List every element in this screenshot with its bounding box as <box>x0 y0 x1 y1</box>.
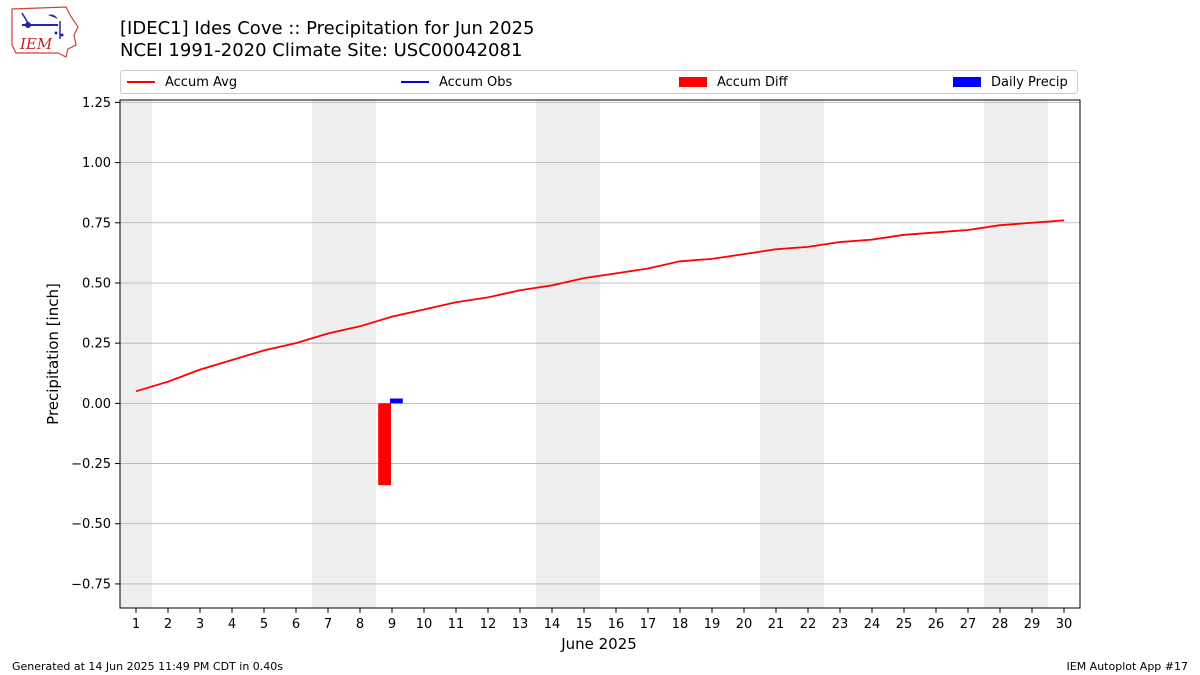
y-tick-label: 1.00 <box>82 156 111 171</box>
legend-item-accum-diff: Accum Diff <box>679 71 788 93</box>
weekend-band <box>344 100 376 608</box>
y-tick-label: 0.75 <box>82 216 111 231</box>
weekend-shading <box>120 100 1048 608</box>
accum-avg-line <box>135 219 1065 393</box>
app-label: IEM Autoplot App #17 <box>1066 660 1189 673</box>
legend-label: Accum Avg <box>165 74 238 90</box>
x-tick-label: 16 <box>608 617 625 632</box>
weekend-band <box>1016 100 1048 608</box>
x-tick-label: 27 <box>960 617 977 632</box>
legend-item-daily-precip: Daily Precip <box>953 71 1068 93</box>
iem-logo: IEM <box>11 6 79 58</box>
legend-item-accum-obs: Accum Obs <box>401 71 512 93</box>
y-tick-label: 0.25 <box>82 337 111 352</box>
axes <box>119 99 1081 609</box>
y-tick-label: 0.50 <box>82 276 111 291</box>
x-tick-label: 21 <box>768 617 785 632</box>
x-tick-label: 30 <box>1056 617 1073 632</box>
accum-diff-bar <box>378 403 391 486</box>
x-tick-label: 2 <box>164 617 172 632</box>
y-axis-label: Precipitation [inch] <box>44 283 62 425</box>
series-lines <box>135 219 1065 393</box>
chart-title: [IDEC1] Ides Cove :: Precipitation for J… <box>120 18 535 39</box>
y-tick-label: −0.25 <box>71 457 111 472</box>
x-axis-label: June 2025 <box>560 635 637 653</box>
x-tick-label: 18 <box>672 617 689 632</box>
x-tick-label: 17 <box>640 617 657 632</box>
x-tick-label: 29 <box>1024 617 1041 632</box>
x-tick-label: 10 <box>416 617 433 632</box>
legend-label: Daily Precip <box>991 74 1068 90</box>
y-ticks: −0.75 −0.50 −0.25 0.00 0.25 0.50 0.75 1.00 1.25 <box>71 96 120 592</box>
x-tick-label: 26 <box>928 617 945 632</box>
weekend-band <box>536 100 568 608</box>
x-tick-label: 9 <box>388 617 396 632</box>
daily-precip-bar <box>390 398 403 404</box>
y-tick-label: −0.75 <box>71 577 111 592</box>
x-tick-label: 3 <box>196 617 204 632</box>
plot-frame <box>119 99 1081 609</box>
y-tick-label: 0.00 <box>82 397 111 412</box>
x-tick-label: 14 <box>544 617 561 632</box>
x-tick-label: 22 <box>800 617 817 632</box>
x-tick-label: 19 <box>704 617 721 632</box>
grid-lines <box>120 102 1080 585</box>
x-tick-label: 24 <box>864 617 881 632</box>
iowa-state-outline <box>11 6 79 58</box>
x-tick-label: 4 <box>228 617 236 632</box>
legend-swatch-accum-diff <box>679 77 707 87</box>
svg-text:IEM: IEM <box>19 35 53 53</box>
x-tick-label: 5 <box>260 617 268 632</box>
x-tick-label: 8 <box>356 617 364 632</box>
generated-timestamp: Generated at 14 Jun 2025 11:49 PM CDT in… <box>12 660 284 673</box>
x-tick-label: 23 <box>832 617 849 632</box>
x-tick-label: 20 <box>736 617 753 632</box>
x-tick-label: 1 <box>132 617 140 632</box>
x-tick-label: 11 <box>448 617 465 632</box>
weekend-band <box>984 100 1016 608</box>
x-ticks: 1 2 3 4 5 6 7 8 9 10 11 12 13 14 15 16 17 18 19 20 21 22 23 24 2… <box>132 608 1072 632</box>
legend-swatch-accum-obs <box>401 81 429 83</box>
y-tick-label: 1.25 <box>82 96 111 111</box>
x-tick-label: 25 <box>896 617 913 632</box>
bars <box>378 398 403 486</box>
chart-subtitle: NCEI 1991-2020 Climate Site: USC00042081 <box>120 40 523 61</box>
weekend-band <box>312 100 344 608</box>
x-tick-label: 12 <box>480 617 497 632</box>
legend-swatch-accum-avg <box>127 81 155 83</box>
x-tick-label: 13 <box>512 617 529 632</box>
x-tick-label: 15 <box>576 617 593 632</box>
x-tick-label: 28 <box>992 617 1009 632</box>
weekend-band <box>760 100 792 608</box>
legend-item-accum-avg: Accum Avg <box>127 71 237 93</box>
y-tick-label: −0.50 <box>71 517 111 532</box>
legend-label: Accum Diff <box>717 74 788 90</box>
chart-legend: Accum Avg Accum Obs Accum Diff Daily Pre… <box>120 70 1078 94</box>
weekend-band <box>568 100 600 608</box>
x-tick-label: 7 <box>324 617 332 632</box>
legend-label: Accum Obs <box>439 74 513 90</box>
x-tick-label: 6 <box>292 617 300 632</box>
weekend-band <box>120 100 152 608</box>
legend-swatch-daily-precip <box>953 77 981 87</box>
weekend-band <box>792 100 824 608</box>
